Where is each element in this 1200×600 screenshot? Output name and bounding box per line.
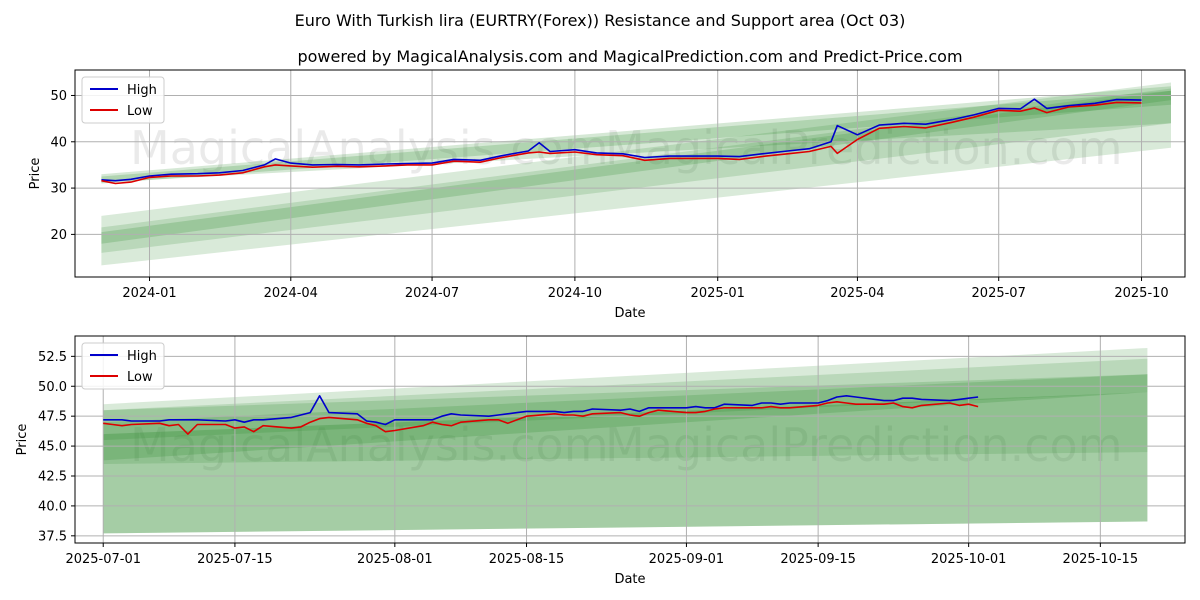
low-line [103,401,979,435]
x-tick-label: 2025-01 [691,286,745,301]
support-resistance-band [101,90,1171,184]
band-group [103,348,1148,534]
y-tick-label: 50.0 [38,380,67,395]
watermark: MagicalPrediction.com [605,269,1123,323]
legend-low-label: Low [127,370,153,385]
y-tick-label: 37.5 [38,529,67,544]
x-tick-label: 2025-07-15 [197,552,273,567]
x-tick-label: 2025-10-15 [1063,552,1139,567]
x-tick-label: 2025-08-01 [357,552,433,567]
y-tick-label: 42.5 [38,469,67,484]
support-resistance-band [103,358,1148,464]
watermark: MagicalPrediction.com [605,418,1123,472]
y-tick-label: 52.5 [38,350,67,365]
panel-recent-zoom: MagicalAnalysis.comMagicalPrediction.com… [15,335,1186,587]
x-tick-label: 2025-07 [972,286,1026,301]
band-group [101,82,1171,266]
x-tick-label: 2025-07-01 [65,552,141,567]
support-resistance-band [101,88,1171,253]
x-tick-label: 2025-10 [1114,286,1168,301]
x-tick-label: 2024-04 [264,286,318,301]
legend-high-label: High [127,349,157,364]
y-tick-label: 30 [50,182,67,197]
legend-high-label: High [127,83,157,98]
panel-full-history: MagicalAnalysis.comMagicalPrediction.com… [28,69,1186,323]
x-tick-label: 2025-09-15 [780,552,856,567]
axes-frame [74,69,1186,278]
watermark: MagicalPrediction.com [605,121,1123,175]
support-resistance-band [103,348,1148,534]
y-axis-label: Price [28,158,43,190]
high-line [103,395,979,426]
support-resistance-band [103,374,1148,461]
support-resistance-band [101,86,1171,183]
low-line [101,101,1142,185]
y-tick-label: 40.0 [38,499,67,514]
x-tick-label: 2024-10 [548,286,602,301]
x-tick-label: 2025-08-15 [489,552,565,567]
watermark: MagicalAnalysis.com [130,418,609,472]
support-resistance-band [101,90,1171,244]
y-tick-label: 20 [50,228,67,243]
y-axis-label: Price [15,424,30,456]
y-tick-label: 40 [50,135,67,150]
watermark-group: MagicalAnalysis.comMagicalPrediction.com… [130,121,1123,323]
watermark: MagicalAnalysis.com [130,269,609,323]
legend-low-label: Low [127,104,153,119]
axes-frame [74,335,1186,544]
high-line [101,98,1142,182]
x-axis-label: Date [614,572,645,587]
y-tick-label: 50 [50,89,67,104]
support-resistance-band [101,82,1171,266]
x-tick-label: 2024-01 [122,286,176,301]
y-tick-label: 45.0 [38,440,67,455]
x-tick-label: 2025-04 [830,286,884,301]
chart-title: Euro With Turkish lira (EURTRY(Forex)) R… [295,11,906,30]
support-resistance-band [103,392,1148,534]
x-axis-label: Date [614,306,645,321]
x-tick-label: 2025-10-01 [931,552,1007,567]
support-resistance-band [103,374,1148,441]
x-tick-label: 2025-09-01 [649,552,725,567]
series-group [103,395,979,435]
series-group [101,98,1142,185]
y-tick-label: 47.5 [38,410,67,425]
x-tick-label: 2024-07 [405,286,459,301]
chart-subtitle: powered by MagicalAnalysis.com and Magic… [297,47,962,66]
